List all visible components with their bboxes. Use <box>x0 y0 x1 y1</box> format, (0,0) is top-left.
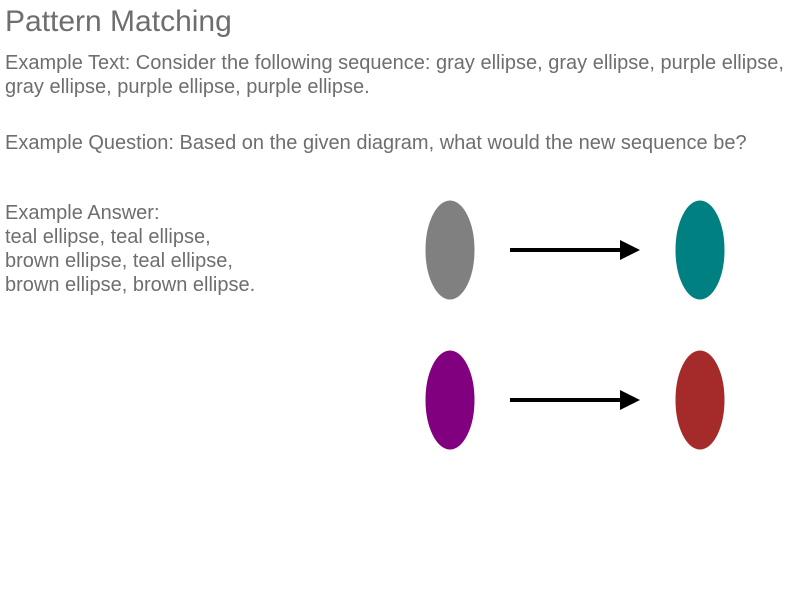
answer-line-1: teal ellipse, teal ellipse, <box>5 226 211 248</box>
example-text: Example Text: Consider the following seq… <box>5 52 784 98</box>
source-ellipse-gray <box>424 199 476 301</box>
source-ellipse-purple <box>424 349 476 451</box>
target-ellipse-teal <box>674 199 726 301</box>
page-title: Pattern Matching <box>5 5 232 38</box>
answer-line-3: brown ellipse, brown ellipse. <box>5 274 256 296</box>
answer-line-2: brown ellipse, teal ellipse, <box>5 250 233 272</box>
example-answer-label: Example Answer: <box>5 202 160 224</box>
target-ellipse-brown <box>674 349 726 451</box>
example-answer: teal ellipse, teal ellipse, brown ellips… <box>5 225 255 297</box>
example-question: Example Question: Based on the given dia… <box>5 132 747 154</box>
